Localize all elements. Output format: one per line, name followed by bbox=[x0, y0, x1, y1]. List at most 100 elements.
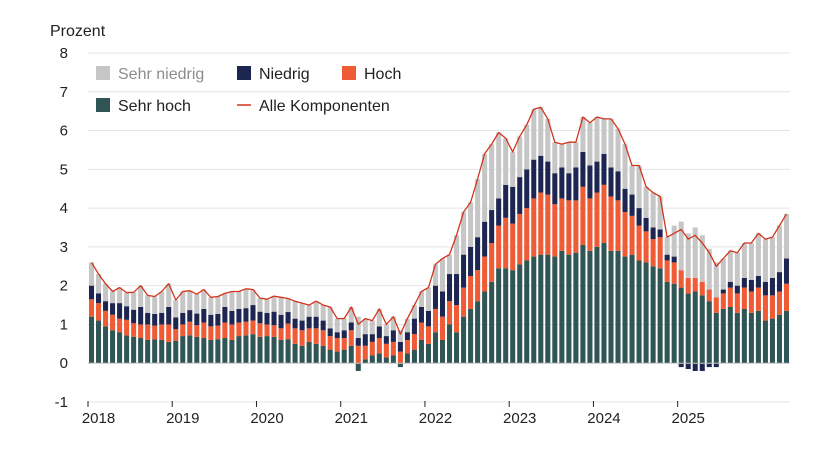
bar-segment-low bbox=[327, 328, 333, 337]
bar-segment-very-low bbox=[454, 235, 460, 275]
bar-segment-high bbox=[447, 301, 453, 325]
bar-segment-very-high bbox=[538, 254, 544, 364]
bar-segment-very-high bbox=[447, 324, 453, 364]
bar-segment-very-low bbox=[376, 308, 382, 327]
bar-segment-very-high bbox=[636, 260, 642, 364]
bar-segment-very-high bbox=[587, 250, 593, 364]
bar-segment-very-high bbox=[531, 256, 537, 364]
bar-segment-low bbox=[306, 316, 312, 329]
x-tick-label: 2018 bbox=[82, 410, 115, 427]
bar-segment-very-high bbox=[313, 343, 319, 364]
bar-segment-very-high bbox=[664, 281, 670, 364]
bar-segment-very-high bbox=[566, 254, 572, 364]
bar-segment-high bbox=[685, 277, 691, 294]
bar-segment-low bbox=[236, 308, 242, 323]
bar-segment-low bbox=[461, 254, 467, 288]
bar-segment-low bbox=[117, 303, 123, 319]
bar-segment-very-low bbox=[629, 165, 635, 195]
bar-segment-very-low bbox=[643, 186, 649, 218]
bar-segment-high bbox=[524, 208, 530, 261]
bar-segment-very-high bbox=[341, 349, 347, 364]
bar-segment-high bbox=[475, 270, 481, 302]
bar-segment-very-low bbox=[496, 132, 502, 199]
bar-segment-low bbox=[355, 338, 361, 346]
bar-segment-low bbox=[208, 314, 214, 327]
bar-segment-high bbox=[327, 336, 333, 350]
bar-segment-low bbox=[496, 198, 502, 226]
bar-segment-low bbox=[173, 317, 179, 330]
bar-segment-very-high bbox=[299, 345, 305, 364]
bar-segment-very-low bbox=[327, 306, 333, 329]
bar-segment-high bbox=[552, 204, 558, 257]
bar-segment-very-high bbox=[573, 252, 579, 364]
bar-segment-low bbox=[439, 291, 446, 317]
bar-segment-very-low bbox=[580, 116, 586, 152]
bar-segment-very-high bbox=[489, 281, 495, 364]
bar-segment-high bbox=[124, 319, 130, 336]
bar-segment-very-low bbox=[425, 287, 431, 311]
bar-segment-high bbox=[727, 287, 733, 307]
bar-segment-very-low bbox=[159, 291, 165, 313]
bar-segment-high bbox=[657, 237, 663, 269]
bar-segment-high bbox=[313, 328, 319, 344]
bar-segment-very-low bbox=[671, 225, 677, 257]
bar-segment-very-high bbox=[348, 345, 354, 364]
bar-segment-high bbox=[503, 217, 509, 269]
bar-segment-low bbox=[229, 310, 235, 325]
bar-segment-very-high bbox=[194, 336, 200, 364]
bar-segment-very-low bbox=[208, 297, 214, 315]
bar-segment-very-low bbox=[173, 300, 179, 318]
y-tick-label: 1 bbox=[60, 316, 68, 333]
bar-segment-low bbox=[201, 308, 207, 323]
bar-segment-very-low bbox=[783, 213, 790, 259]
bar-segment-very-high bbox=[517, 264, 523, 364]
bar-segment-very-high bbox=[482, 291, 488, 364]
bar-segment-very-low bbox=[341, 318, 347, 331]
bar-segment-high bbox=[559, 198, 565, 251]
bar-segment-low bbox=[699, 363, 705, 371]
bar-segment-very-low bbox=[587, 122, 593, 166]
x-tick-label: 2020 bbox=[250, 410, 283, 427]
bar-segment-low bbox=[468, 246, 474, 276]
bar-segment-very-low bbox=[250, 289, 256, 306]
bar-segment-very-high bbox=[159, 339, 165, 364]
bar-segment-high bbox=[615, 200, 621, 251]
bar-segment-very-low bbox=[215, 296, 221, 314]
bar-segment-very-low bbox=[447, 254, 453, 275]
legend-swatch bbox=[96, 66, 110, 80]
bar-segment-very-low bbox=[264, 299, 270, 313]
bar-segment-very-low bbox=[131, 292, 137, 310]
bar-segment-very-low bbox=[741, 243, 747, 278]
bar-segment-low bbox=[292, 318, 298, 329]
bar-segment-very-low bbox=[720, 258, 726, 290]
bar-segment-very-low bbox=[552, 142, 558, 174]
bar-segment-very-low bbox=[96, 274, 102, 294]
bar-segment-low bbox=[580, 151, 586, 187]
x-tick-label: 2019 bbox=[166, 410, 199, 427]
bar-segment-very-high bbox=[776, 314, 782, 364]
bar-segment-high bbox=[152, 325, 158, 340]
bar-segment-high bbox=[355, 345, 361, 364]
bar-segment-low bbox=[615, 171, 621, 201]
legend-label: Alle Komponenten bbox=[259, 98, 390, 115]
bar-segment-high bbox=[418, 322, 424, 340]
bar-segment-low bbox=[362, 334, 368, 346]
bar-segment-high bbox=[229, 324, 235, 340]
bar-segment-high bbox=[201, 322, 207, 339]
bar-segment-very-low bbox=[734, 252, 740, 286]
bar-segment-high bbox=[257, 323, 263, 337]
bar-segment-low bbox=[748, 279, 754, 292]
bar-segment-low bbox=[482, 221, 488, 257]
bar-segment-very-low bbox=[145, 295, 151, 313]
bar-segment-low bbox=[601, 153, 607, 185]
bar-segment-high bbox=[587, 198, 593, 251]
x-tick-label: 2025 bbox=[672, 410, 705, 427]
bar-segment-very-low bbox=[475, 179, 481, 238]
bar-segment-very-high bbox=[545, 254, 551, 364]
bar-segment-high bbox=[390, 341, 396, 356]
bar-segment-high bbox=[461, 287, 467, 317]
bar-segment-low bbox=[769, 277, 775, 296]
bar-segment-low bbox=[545, 161, 551, 195]
bar-segment-very-high bbox=[264, 336, 270, 364]
bar-segment-very-high bbox=[362, 359, 368, 364]
